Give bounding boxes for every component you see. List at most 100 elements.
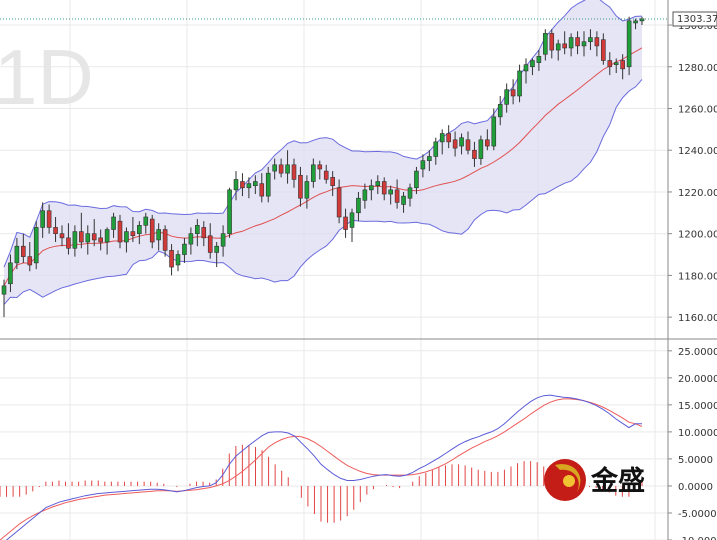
macd-tick-label: 5.0000 (678, 455, 713, 466)
candle-body (91, 233, 97, 241)
candle-body (8, 262, 13, 285)
candle (311, 158, 316, 188)
price-tick-label: 1220.00 (678, 188, 717, 199)
current-price-value: 1303.37 (677, 14, 717, 25)
candle-body (607, 60, 613, 68)
candle-body (549, 33, 555, 51)
candle (530, 58, 535, 76)
candle (555, 39, 561, 61)
candle-body (214, 245, 219, 253)
candle-body (613, 62, 619, 65)
candle-body (491, 116, 497, 147)
candle (188, 227, 194, 255)
candle-body (137, 225, 142, 234)
candle-body (253, 181, 258, 186)
candle (497, 95, 503, 126)
candle-body (175, 254, 181, 266)
price-tick-label: 1300.00 (678, 21, 717, 32)
candle-body (240, 181, 245, 189)
candle (207, 223, 213, 259)
candle-body (362, 189, 368, 201)
candle-body (59, 233, 65, 239)
candle-body (478, 139, 484, 159)
current-price-tag (672, 11, 717, 27)
candle (21, 233, 26, 263)
macd-axis: 25.0000 20.0000 15.0000 10.0000 5.0000 0.0000… (668, 347, 717, 540)
candle-body (259, 183, 265, 197)
candle (613, 58, 619, 74)
candle (575, 31, 580, 55)
candle-body (497, 104, 503, 118)
candle-body (14, 245, 20, 264)
candle (143, 212, 149, 234)
candle-body (626, 20, 632, 68)
candle-body (311, 164, 316, 182)
bollinger-bands (3, 0, 643, 305)
candle (588, 29, 593, 51)
macd-tick-label: 25.0000 (678, 347, 717, 358)
candle (246, 177, 252, 199)
macd-histogram (0, 444, 643, 523)
candle (504, 83, 509, 113)
candlesticks (1, 16, 645, 318)
candle (156, 223, 161, 251)
candle (517, 64, 522, 103)
candle-body (504, 89, 509, 105)
candle-body (433, 141, 439, 157)
candle-body (272, 164, 277, 172)
candle (162, 225, 168, 257)
candle (375, 175, 381, 195)
candle-body (523, 64, 529, 72)
candle-body (401, 195, 406, 205)
candle (14, 237, 20, 270)
macd-tick-label: 15.0000 (678, 401, 717, 412)
candle (362, 183, 368, 209)
candle (46, 204, 52, 234)
candle (317, 160, 323, 180)
candle (111, 212, 116, 238)
candle (465, 131, 471, 155)
candle-body (169, 250, 174, 268)
candle-body (79, 231, 84, 243)
candle-body (530, 60, 535, 68)
candle-body (33, 227, 39, 264)
candle (478, 135, 484, 165)
candle-body (149, 218, 155, 243)
candle-body (388, 189, 393, 195)
candle-body (111, 216, 116, 230)
candle-body (330, 177, 335, 186)
candle-body (568, 37, 574, 49)
candle (323, 164, 329, 184)
candle (291, 158, 297, 188)
logo-text: 金盛 (590, 465, 645, 497)
candle (195, 219, 200, 247)
candle-body (1, 285, 7, 295)
price-tick-label: 1200.00 (678, 230, 717, 241)
candle (601, 33, 606, 65)
candle-body (201, 227, 207, 239)
candle (201, 221, 207, 247)
candle (626, 16, 632, 76)
price-tick-label: 1160.00 (678, 313, 717, 324)
candle (356, 191, 361, 222)
candle (543, 29, 548, 61)
candle (298, 166, 303, 207)
candle (117, 214, 123, 249)
candle-body (291, 164, 297, 180)
candle-body (394, 189, 400, 203)
candle-body (156, 229, 161, 241)
candle-body (21, 245, 26, 257)
candle-body (317, 164, 323, 170)
candle (562, 31, 567, 55)
candle-body (336, 187, 342, 218)
candle-body (536, 56, 542, 63)
candle-body (562, 43, 567, 49)
macd-tick-label: 20.0000 (678, 374, 717, 385)
bollinger-lower-line (3, 79, 643, 305)
candle (91, 219, 97, 247)
candle (420, 154, 426, 178)
candle-body (40, 210, 45, 228)
macd-signal-line (0, 398, 643, 540)
candle-body (459, 137, 464, 147)
